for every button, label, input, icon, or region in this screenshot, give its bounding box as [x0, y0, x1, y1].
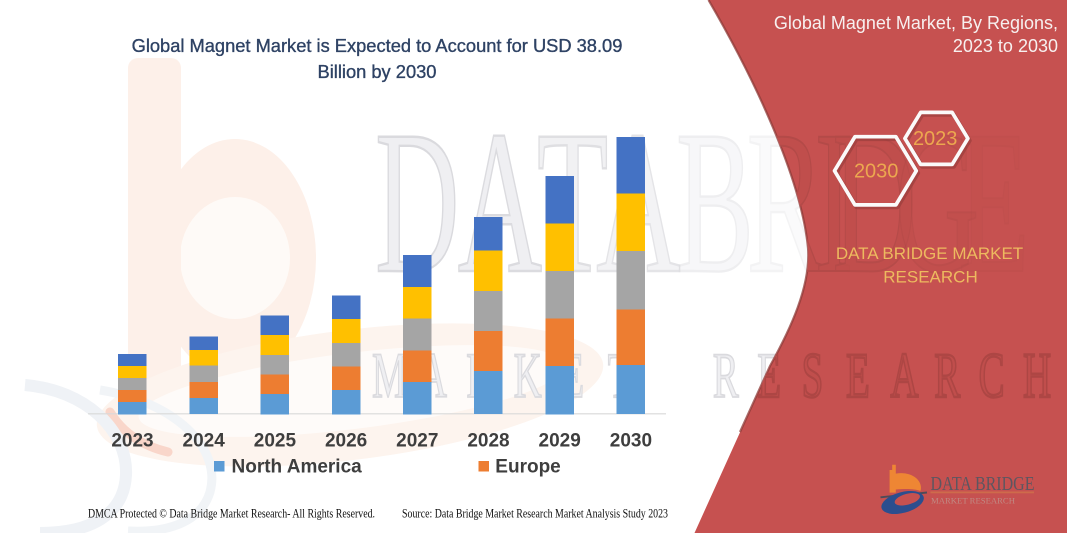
- svg-text:2030: 2030: [854, 161, 899, 183]
- svg-text:North America: North America: [232, 457, 363, 478]
- svg-text:2023: 2023: [913, 128, 958, 150]
- svg-text:DATA BRIDGE: DATA BRIDGE: [931, 473, 1035, 495]
- svg-text:2026: 2026: [325, 430, 367, 451]
- svg-text:A: A: [458, 89, 542, 316]
- svg-text:2028: 2028: [467, 430, 509, 451]
- svg-text:D: D: [832, 89, 916, 316]
- svg-text:B: B: [676, 89, 754, 316]
- svg-text:2025: 2025: [254, 430, 297, 451]
- svg-text:E: E: [846, 339, 870, 412]
- svg-text:S: S: [802, 339, 824, 412]
- svg-text:DATA BRIDGE MARKET: DATA BRIDGE MARKET: [836, 244, 1023, 263]
- svg-text:I: I: [815, 89, 854, 316]
- svg-text:MARKET RESEARCH: MARKET RESEARCH: [931, 496, 1015, 506]
- svg-text:R: R: [934, 339, 960, 412]
- svg-text:A: A: [890, 339, 918, 412]
- svg-text:Source: Data Bridge Market Res: Source: Data Bridge Market Research Mark…: [402, 507, 668, 521]
- svg-text:Global Magnet Market, By Regio: Global Magnet Market, By Regions,: [774, 13, 1058, 33]
- svg-text:2023 to 2030: 2023 to 2030: [953, 36, 1058, 56]
- svg-text:DMCA Protected © Data Bridge M: DMCA Protected © Data Bridge Market Rese…: [88, 507, 375, 521]
- svg-text:Europe: Europe: [495, 457, 560, 478]
- svg-text:RESEARCH: RESEARCH: [883, 268, 977, 287]
- svg-text:G: G: [895, 89, 979, 316]
- svg-text:E: E: [958, 89, 1029, 316]
- svg-text:2027: 2027: [396, 430, 438, 451]
- svg-text:K: K: [514, 339, 542, 412]
- svg-text:C: C: [979, 339, 1005, 412]
- svg-text:2023: 2023: [111, 430, 153, 451]
- svg-text:R: R: [713, 339, 739, 412]
- svg-text:2029: 2029: [539, 430, 581, 451]
- svg-text:2024: 2024: [183, 430, 226, 451]
- svg-text:Global Magnet Market is Expect: Global Magnet Market is Expected to Acco…: [132, 35, 623, 56]
- svg-text:M: M: [372, 339, 407, 412]
- svg-text:Billion by 2030: Billion by 2030: [318, 61, 437, 82]
- svg-text:H: H: [1023, 339, 1051, 412]
- svg-text:2030: 2030: [610, 430, 652, 451]
